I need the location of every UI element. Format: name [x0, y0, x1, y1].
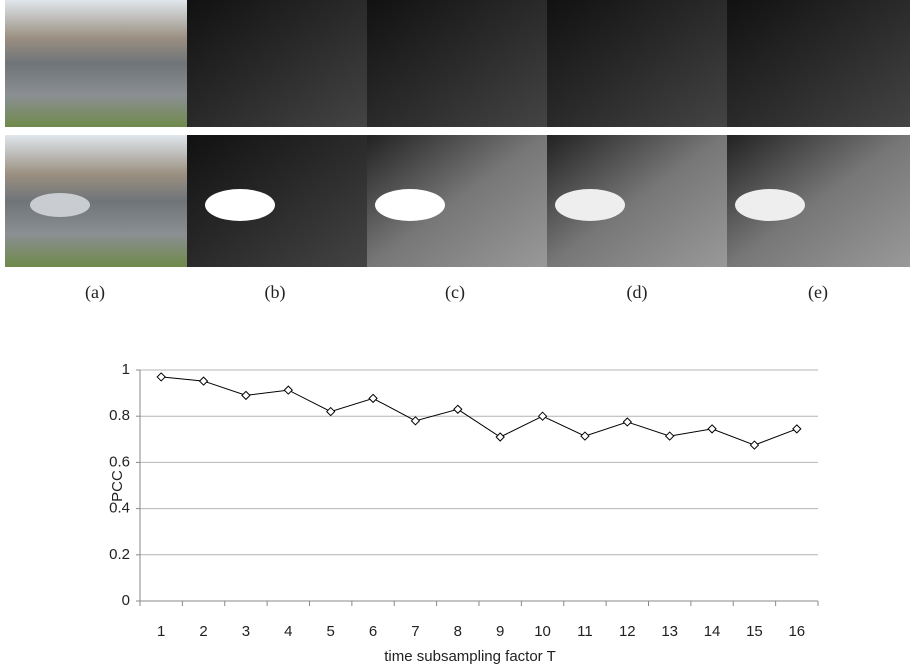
marker — [708, 425, 716, 433]
x-tick-label: 2 — [199, 623, 207, 640]
marker — [369, 394, 377, 402]
marker — [539, 412, 547, 420]
panel-label: (d) — [627, 282, 648, 303]
image-grid — [5, 0, 910, 267]
mask-image — [187, 0, 367, 127]
car-blob — [205, 189, 275, 221]
x-tick-label: 10 — [534, 623, 551, 640]
car — [30, 193, 90, 217]
mask-image — [727, 0, 910, 127]
marker — [411, 417, 419, 425]
panel-label: (c) — [445, 282, 465, 303]
x-tick-label: 15 — [746, 623, 763, 640]
marker — [242, 391, 250, 399]
x-tick-label: 12 — [619, 623, 636, 640]
x-tick-label: 11 — [577, 623, 593, 640]
car-blob — [375, 189, 445, 221]
car-blob — [555, 189, 625, 221]
x-tick-label: 9 — [496, 623, 504, 640]
marker — [581, 432, 589, 440]
y-tick-label: 0.6 — [109, 453, 130, 470]
x-tick-label: 8 — [454, 623, 462, 640]
marker — [284, 386, 292, 394]
x-tick-label: 7 — [411, 623, 419, 640]
marker — [200, 377, 208, 385]
x-tick-label: 4 — [284, 623, 292, 640]
panel-label: (a) — [85, 282, 105, 303]
x-tick-label: 14 — [704, 623, 721, 640]
x-tick-label: 1 — [157, 623, 165, 640]
marker — [666, 432, 674, 440]
y-tick-label: 0.2 — [109, 546, 130, 563]
mask-image — [367, 0, 547, 127]
data-line — [161, 377, 797, 445]
marker — [793, 425, 801, 433]
x-tick-label: 3 — [242, 623, 250, 640]
y-tick-label: 0 — [122, 592, 130, 609]
mask-image — [547, 0, 727, 127]
y-tick-label: 0.4 — [109, 500, 130, 517]
photo — [5, 0, 187, 127]
car-blob — [735, 189, 805, 221]
marker — [623, 418, 631, 426]
x-tick-label: 16 — [788, 623, 805, 640]
y-axis-label: PCC — [109, 470, 126, 502]
marker — [750, 441, 758, 449]
y-tick-label: 1 — [122, 361, 130, 378]
panel-label: (e) — [808, 282, 828, 303]
marker — [327, 408, 335, 416]
marker — [454, 405, 462, 413]
y-tick-label: 0.8 — [109, 407, 130, 424]
figure: PCC time subsampling factor T (a) (b) (c) (… — [0, 0, 915, 668]
x-tick-label: 5 — [327, 623, 335, 640]
marker — [157, 373, 165, 381]
panel-label: (b) — [265, 282, 286, 303]
x-tick-label: 13 — [661, 623, 678, 640]
x-tick-label: 6 — [369, 623, 377, 640]
marker — [496, 433, 504, 441]
x-axis-label: time subsampling factor T — [384, 648, 555, 665]
